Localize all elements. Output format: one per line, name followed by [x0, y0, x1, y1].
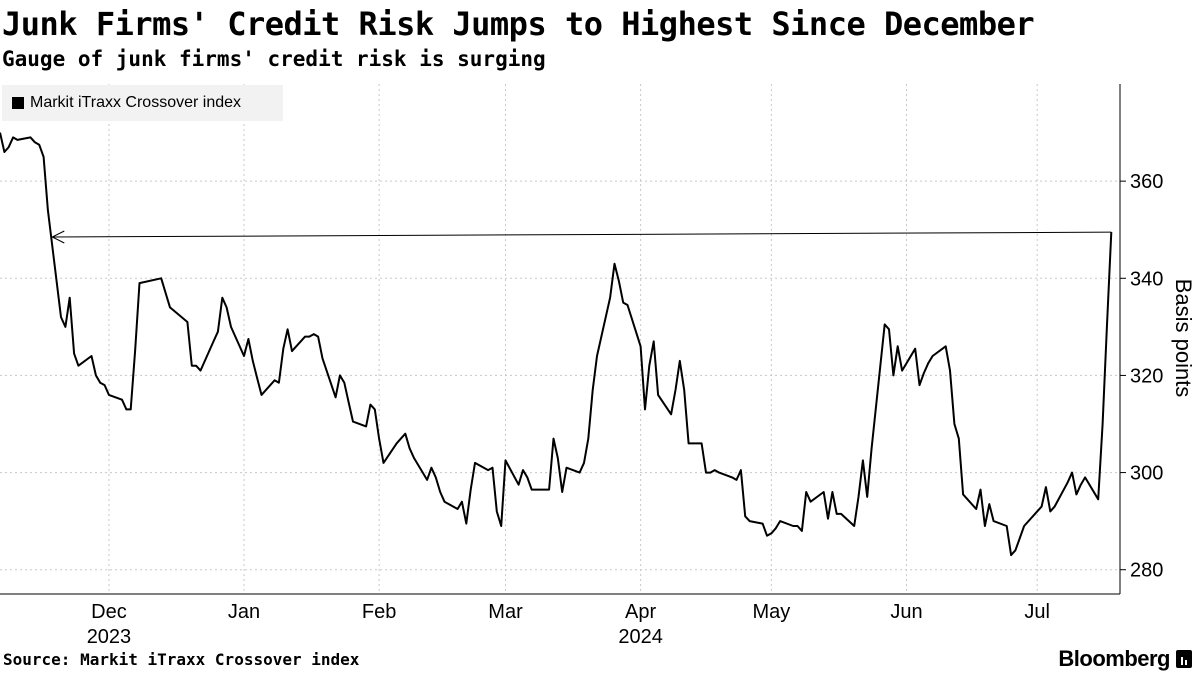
y-tick-label: 280 [1130, 560, 1163, 582]
annotation-arrowhead [51, 230, 65, 244]
annotation-layer [51, 230, 1112, 244]
x-year-label: 2024 [618, 626, 663, 648]
series-layer [0, 132, 1113, 557]
bloomberg-terminal-icon [1176, 650, 1192, 668]
legend-label: Markit iTraxx Crossover index [30, 94, 242, 111]
x-tick-label: Apr [625, 601, 656, 623]
x-tick-label: Jun [890, 601, 922, 623]
brand-name: Bloomberg [1058, 646, 1170, 671]
annotation-arrow-line [52, 231, 1112, 238]
x-tick-label: Feb [362, 601, 396, 623]
x-year-label: 2023 [87, 626, 132, 648]
axis-layer: 280 300 320 340 360 Dec 2023 Jan Feb Mar Apr 2024 Ma… [0, 84, 1163, 648]
x-tick-label: Mar [488, 601, 523, 623]
x-tick-label: Jan [228, 601, 260, 623]
y-tick-label: 340 [1130, 268, 1163, 290]
legend: Markit iTraxx Crossover index [2, 85, 283, 121]
x-tick-label: May [752, 601, 790, 623]
y-axis-label: Basis points [1171, 279, 1196, 398]
legend-swatch [12, 97, 24, 109]
x-tick-label: Dec [91, 601, 127, 623]
series-line [0, 132, 1113, 557]
brand-logo: Bloomberg [1058, 644, 1192, 674]
source-note: Source: Markit iTraxx Crossover index [3, 650, 360, 669]
y-tick-label: 360 [1130, 171, 1163, 193]
y-tick-label: 320 [1130, 365, 1163, 387]
chart-title: Junk Firms' Credit Risk Jumps to Highest… [2, 5, 1035, 43]
y-tick-label: 300 [1130, 463, 1163, 485]
x-tick-label: Jul [1024, 601, 1050, 623]
chart-subtitle: Gauge of junk firms' credit risk is surg… [2, 47, 546, 71]
grid-layer [0, 84, 1120, 594]
